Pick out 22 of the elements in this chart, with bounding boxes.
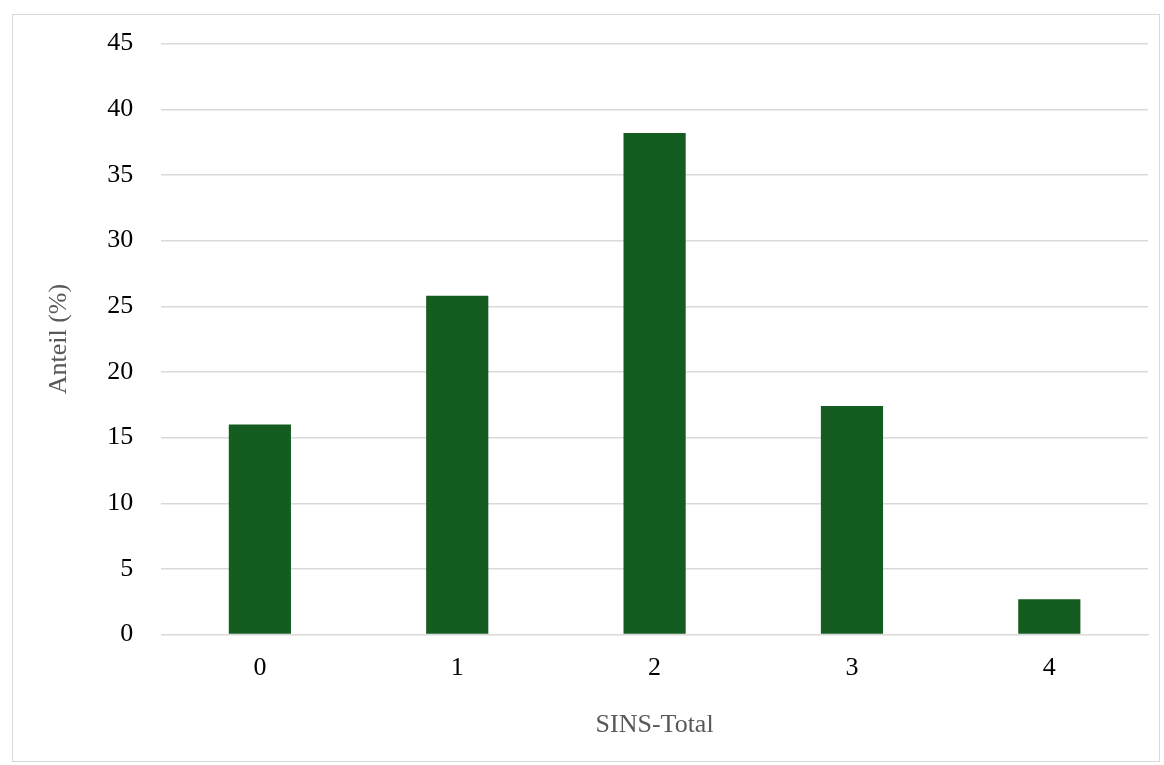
x-tick-label: 4 xyxy=(1042,652,1056,682)
bar xyxy=(820,406,884,634)
y-tick-label: 20 xyxy=(107,355,134,385)
y-tick-label: 15 xyxy=(107,421,134,451)
bar xyxy=(426,295,489,634)
x-axis-title: SINS-Total xyxy=(595,709,714,739)
y-tick-label: 35 xyxy=(107,158,134,188)
y-tick-label: 0 xyxy=(120,618,134,648)
x-tick-label: 0 xyxy=(253,652,267,682)
y-axis-title: Anteil (%) xyxy=(43,283,73,395)
y-tick-label: 30 xyxy=(107,224,134,254)
x-tick-label: 3 xyxy=(845,652,859,682)
x-tick-label: 2 xyxy=(648,652,662,682)
bar xyxy=(1018,599,1081,634)
y-tick-label: 40 xyxy=(107,93,134,123)
y-tick-label: 25 xyxy=(107,290,134,320)
bar xyxy=(623,132,686,634)
bar xyxy=(228,424,291,634)
y-tick-label: 5 xyxy=(120,552,134,582)
y-tick-label: 45 xyxy=(107,27,134,57)
x-tick-label: 1 xyxy=(450,652,464,682)
y-tick-label: 10 xyxy=(107,487,134,517)
